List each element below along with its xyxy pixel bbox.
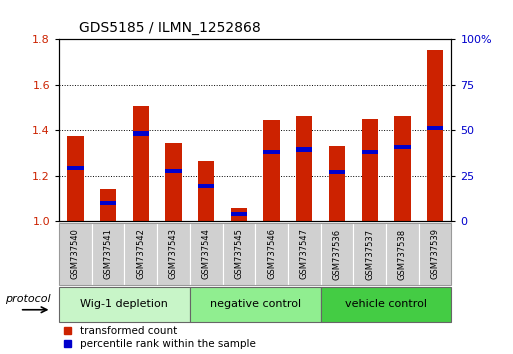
Bar — [362, 150, 378, 154]
Bar — [59, 223, 92, 285]
Bar — [321, 287, 451, 322]
Bar — [263, 120, 280, 221]
Text: GSM737539: GSM737539 — [430, 228, 440, 280]
Legend: transformed count, percentile rank within the sample: transformed count, percentile rank withi… — [64, 326, 255, 349]
Bar — [362, 119, 378, 221]
Bar — [157, 223, 190, 285]
Text: negative control: negative control — [210, 299, 301, 309]
Text: GSM737546: GSM737546 — [267, 228, 276, 280]
Bar — [198, 161, 214, 221]
Bar — [427, 126, 443, 130]
Bar — [231, 212, 247, 216]
Bar — [67, 166, 84, 170]
Bar — [329, 170, 345, 174]
Text: GSM737544: GSM737544 — [202, 229, 211, 279]
Bar — [296, 147, 312, 152]
Bar — [165, 143, 182, 221]
Bar — [124, 223, 157, 285]
Bar — [165, 169, 182, 173]
Text: protocol: protocol — [5, 294, 51, 304]
Text: vehicle control: vehicle control — [345, 299, 427, 309]
Text: GSM737547: GSM737547 — [300, 228, 309, 280]
Text: GSM737540: GSM737540 — [71, 229, 80, 279]
Bar — [67, 136, 84, 221]
Bar — [329, 146, 345, 221]
Bar — [132, 106, 149, 221]
Bar — [100, 201, 116, 205]
Bar — [321, 223, 353, 285]
Text: GSM737542: GSM737542 — [136, 229, 145, 279]
Bar — [263, 150, 280, 154]
Bar — [190, 287, 321, 322]
Text: GSM737536: GSM737536 — [332, 228, 342, 280]
Text: GSM737537: GSM737537 — [365, 228, 374, 280]
Bar — [394, 145, 410, 149]
Text: GSM737543: GSM737543 — [169, 228, 178, 280]
Bar — [427, 50, 443, 221]
Text: GSM737541: GSM737541 — [104, 229, 112, 279]
Bar — [92, 223, 125, 285]
Text: GDS5185 / ILMN_1252868: GDS5185 / ILMN_1252868 — [78, 21, 261, 35]
Bar — [231, 207, 247, 221]
Bar — [386, 223, 419, 285]
Bar — [132, 131, 149, 136]
Bar — [353, 223, 386, 285]
Bar — [255, 223, 288, 285]
Text: Wig-1 depletion: Wig-1 depletion — [81, 299, 168, 309]
Bar — [419, 223, 451, 285]
Bar — [190, 223, 223, 285]
Text: GSM737538: GSM737538 — [398, 228, 407, 280]
Bar — [59, 287, 190, 322]
Bar — [288, 223, 321, 285]
Bar — [223, 223, 255, 285]
Bar — [296, 116, 312, 221]
Bar — [198, 184, 214, 188]
Text: GSM737545: GSM737545 — [234, 229, 243, 279]
Bar — [100, 189, 116, 221]
Bar — [394, 116, 410, 221]
